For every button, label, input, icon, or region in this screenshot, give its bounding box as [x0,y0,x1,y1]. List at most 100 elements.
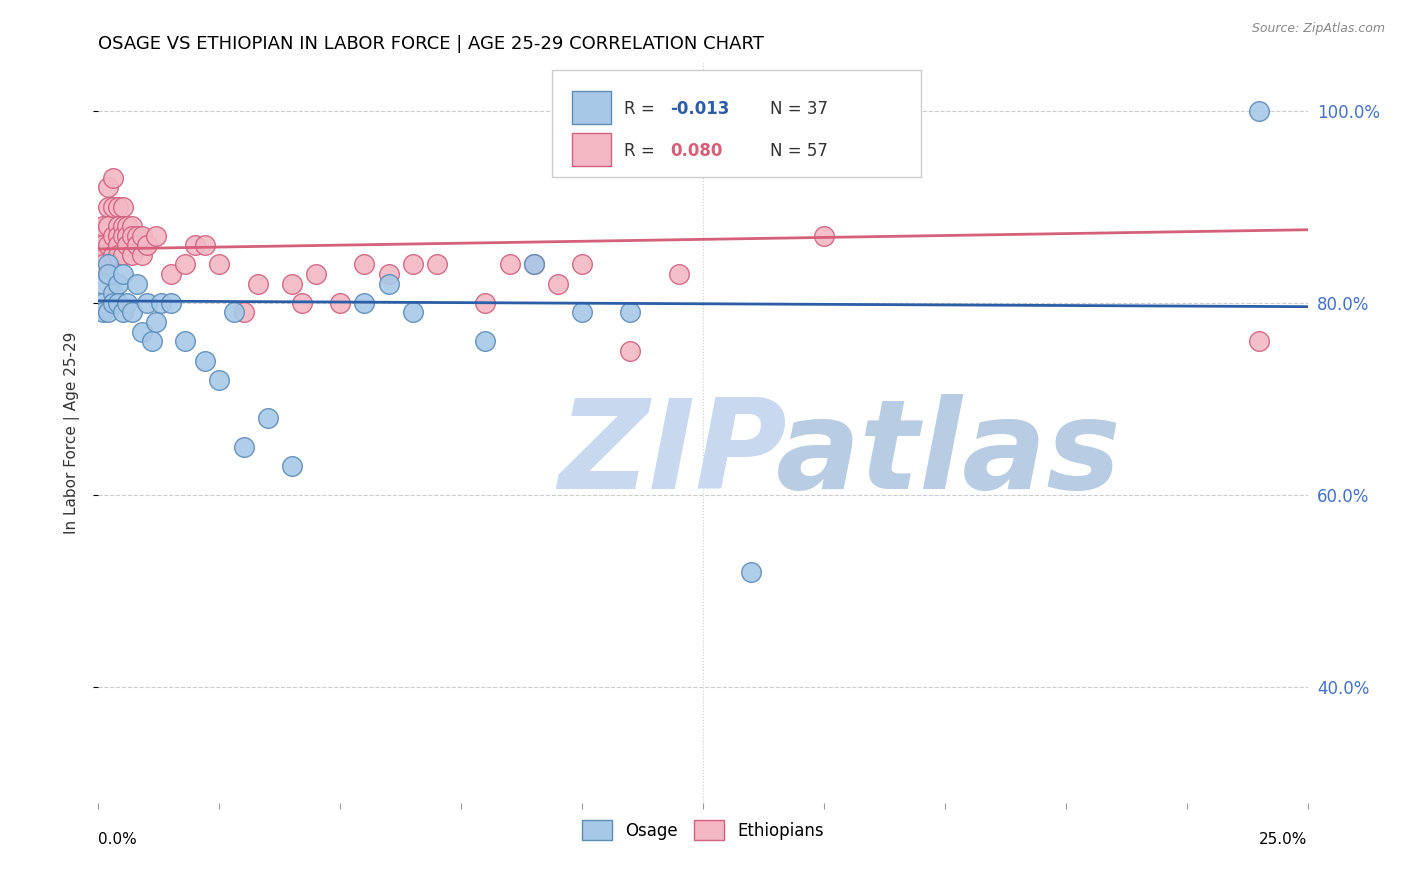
Point [426,257,449,271]
Point [107,277,129,291]
Point [107,238,129,252]
Point [97,200,120,214]
Point [121,305,143,319]
Point [91,238,114,252]
Point [135,295,157,310]
Point [174,257,197,271]
Point [498,257,520,271]
Point [135,238,157,252]
Point [329,295,352,310]
Point [194,353,217,368]
Point [290,295,312,310]
Point [111,219,134,233]
Point [174,334,197,349]
Point [121,219,143,233]
Point [523,257,546,271]
Point [619,343,641,358]
Point [1249,103,1271,118]
Point [97,180,120,194]
Text: -0.013: -0.013 [671,100,730,118]
Point [305,267,328,281]
Point [571,257,593,271]
Point [619,305,641,319]
Point [281,277,304,291]
Point [160,267,183,281]
Point [91,257,114,271]
Point [107,219,129,233]
Text: 0.080: 0.080 [671,143,723,161]
Point [97,257,120,271]
Point [402,305,425,319]
Point [184,238,207,252]
Point [91,295,114,310]
Point [668,267,690,281]
Text: R =: R = [624,143,661,161]
Point [101,286,124,301]
Point [208,373,231,387]
Point [232,440,254,454]
Point [101,200,124,214]
Point [571,305,593,319]
Point [232,305,254,319]
Point [91,248,114,262]
Point [127,228,149,243]
Point [160,295,183,310]
Point [117,228,139,243]
Point [121,248,143,262]
Point [145,315,167,329]
Point [117,219,139,233]
FancyBboxPatch shape [572,91,612,124]
Point [111,248,134,262]
Text: 0.0%: 0.0% [98,832,138,847]
Point [131,228,153,243]
Point [256,411,278,425]
Point [97,219,120,233]
Point [91,277,114,291]
Point [131,325,153,339]
Point [194,238,217,252]
Point [97,305,120,319]
Point [111,305,134,319]
Text: OSAGE VS ETHIOPIAN IN LABOR FORCE | AGE 25-29 CORRELATION CHART: OSAGE VS ETHIOPIAN IN LABOR FORCE | AGE … [98,35,765,53]
Point [1249,334,1271,349]
Text: R =: R = [624,100,661,118]
Point [353,295,375,310]
Text: Source: ZipAtlas.com: Source: ZipAtlas.com [1251,22,1385,36]
Point [111,200,134,214]
Point [222,305,245,319]
Point [145,228,167,243]
Point [353,257,375,271]
Point [107,248,129,262]
Point [101,228,124,243]
Point [91,305,114,319]
Point [131,248,153,262]
Point [813,228,835,243]
Text: N = 57: N = 57 [769,143,827,161]
Point [377,267,399,281]
Text: ZIP: ZIP [558,394,786,516]
Point [150,295,173,310]
Point [117,295,139,310]
Point [547,277,569,291]
Text: atlas: atlas [776,394,1122,516]
FancyBboxPatch shape [551,70,921,178]
Point [141,334,163,349]
Legend: Osage, Ethiopians: Osage, Ethiopians [575,814,831,847]
Point [208,257,231,271]
Text: N = 37: N = 37 [769,100,828,118]
Point [97,238,120,252]
Point [247,277,270,291]
Point [121,228,143,243]
Point [111,267,134,281]
Point [474,334,496,349]
Point [107,228,129,243]
Point [402,257,425,271]
Point [117,238,139,252]
Point [101,170,124,185]
Point [127,277,149,291]
Point [377,277,399,291]
Point [281,459,304,474]
Point [97,267,120,281]
Point [740,565,762,579]
Text: 25.0%: 25.0% [1260,832,1308,847]
